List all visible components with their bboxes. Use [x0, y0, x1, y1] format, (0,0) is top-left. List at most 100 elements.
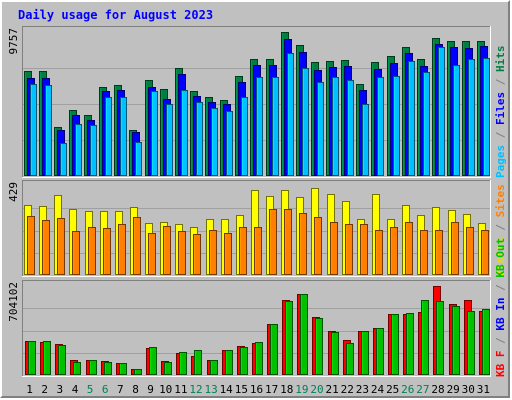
legend-item-kb-f: KB F [494, 351, 507, 378]
bar-pages-day-10 [166, 104, 173, 176]
x-tick-label-day-22: 22 [341, 383, 354, 396]
bar-sites-day-4 [72, 231, 80, 275]
bar-sites-day-21 [330, 222, 338, 275]
bar-pages-day-12 [196, 102, 203, 176]
y-axis-max-label: 9757 [7, 28, 20, 55]
x-tick-label-day-17: 17 [265, 383, 278, 396]
bar-pages-day-16 [256, 77, 263, 176]
bar-sites-day-8 [133, 217, 141, 275]
bar-kb-out-day-18 [285, 301, 293, 375]
bar-sites-day-14 [224, 233, 232, 275]
bar-pages-day-31 [483, 58, 490, 176]
bar-kb-out-day-16 [255, 342, 263, 375]
bar-kb-out-day-8 [134, 369, 142, 375]
x-tick-label-day-15: 15 [235, 383, 248, 396]
bar-pages-day-15 [241, 97, 248, 176]
bar-pages-day-9 [151, 91, 158, 176]
panel-hits-files-pages: 9757 Pages / Files / Hits [7, 26, 507, 178]
bar-sites-day-19 [299, 213, 307, 275]
bar-kb-out-day-29 [452, 306, 460, 375]
bar-kb-out-day-19 [300, 294, 308, 375]
bar-kb-out-day-6 [104, 362, 112, 375]
legend-separator: / [494, 278, 507, 298]
x-tick-label-day-24: 24 [371, 383, 385, 396]
x-tick-label-day-16: 16 [250, 383, 263, 396]
bar-kb-out-day-7 [119, 363, 127, 375]
bar-sites-day-15 [239, 227, 247, 275]
bar-pages-day-27 [423, 72, 430, 176]
bar-sites-day-30 [466, 227, 474, 275]
x-tick-label-day-13: 13 [204, 383, 217, 396]
x-tick-label-day-29: 29 [447, 383, 460, 396]
bar-pages-day-30 [468, 59, 475, 176]
x-tick-label-day-19: 19 [295, 383, 308, 396]
x-tick-label-day-7: 7 [117, 383, 124, 396]
legend-item-visits: Visits [494, 237, 507, 277]
bar-pages-day-11 [181, 90, 188, 176]
bar-sites-day-18 [284, 209, 292, 275]
x-tick-label-day-12: 12 [189, 383, 202, 396]
x-tick-label-day-6: 6 [102, 383, 109, 396]
bar-sites-day-13 [209, 230, 217, 275]
bar-kb-out-day-9 [149, 347, 157, 375]
bar-kb-out-day-14 [225, 350, 233, 375]
bar-sites-day-3 [57, 218, 65, 275]
bar-kb-out-day-4 [73, 362, 81, 375]
bar-pages-day-28 [438, 47, 445, 176]
legend-item-kb-in: KB In [494, 298, 507, 331]
y-axis-max-label: 429 [7, 182, 20, 202]
chart-title: Daily usage for August 2023 [18, 8, 213, 22]
x-tick-label-day-1: 1 [26, 383, 33, 396]
x-tick-label-day-20: 20 [310, 383, 323, 396]
bar-kb-out-day-11 [179, 352, 187, 375]
x-tick-label-day-21: 21 [325, 383, 338, 396]
bar-kb-out-day-31 [482, 309, 490, 375]
panel-kbytes: 704102 KB F / KB In / KB Out [7, 238, 507, 377]
bar-pages-day-7 [120, 97, 127, 176]
bar-kb-out-day-24 [376, 328, 384, 375]
bar-sites-day-12 [193, 234, 201, 275]
bar-kb-out-day-23 [361, 331, 369, 375]
bar-sites-day-16 [254, 227, 262, 275]
bar-sites-day-7 [118, 224, 126, 275]
bar-kb-out-day-27 [421, 300, 429, 375]
bar-pages-day-23 [362, 104, 369, 176]
bar-sites-day-20 [314, 217, 322, 275]
bar-kb-out-day-5 [89, 360, 97, 375]
bar-pages-day-6 [105, 97, 112, 176]
bar-pages-day-29 [453, 65, 460, 176]
bar-pages-day-4 [75, 124, 82, 176]
bar-sites-day-24 [375, 230, 383, 275]
bar-kb-out-day-10 [164, 362, 172, 375]
bar-pages-day-18 [287, 53, 294, 176]
x-tick-label-day-8: 8 [132, 383, 139, 396]
legend-kbytes: KB F / KB In / KB Out [494, 238, 507, 377]
x-tick-label-day-27: 27 [416, 383, 429, 396]
bar-sites-day-27 [420, 230, 428, 275]
bar-sites-day-22 [345, 224, 353, 275]
bar-sites-day-2 [42, 220, 50, 275]
x-tick-label-day-26: 26 [401, 383, 414, 396]
bar-sites-day-10 [163, 226, 171, 275]
legend-item-sites: Sites [494, 184, 507, 217]
bar-pages-day-22 [347, 80, 354, 176]
bar-sites-day-23 [360, 224, 368, 275]
bar-kb-out-day-21 [331, 332, 339, 375]
legend-item-files: Files [494, 92, 507, 125]
legend-hits-files-pages: Pages / Files / Hits [494, 46, 507, 179]
legend-item-kb-out: KB Out [494, 238, 507, 278]
bar-kb-out-day-25 [391, 314, 399, 375]
bar-kb-out-day-12 [194, 350, 202, 375]
bar-sites-day-29 [451, 222, 459, 275]
x-tick-label-day-9: 9 [147, 383, 154, 396]
bar-pages-day-20 [317, 82, 324, 176]
bar-sites-day-25 [390, 227, 398, 275]
bar-kb-out-day-26 [406, 313, 414, 375]
bar-pages-day-8 [135, 142, 142, 176]
bar-kb-out-day-17 [270, 324, 278, 375]
legend-item-hits: Hits [494, 46, 507, 73]
x-tick-label-day-30: 30 [462, 383, 475, 396]
bar-kb-out-day-3 [58, 345, 66, 375]
bar-kb-out-day-2 [43, 341, 51, 375]
